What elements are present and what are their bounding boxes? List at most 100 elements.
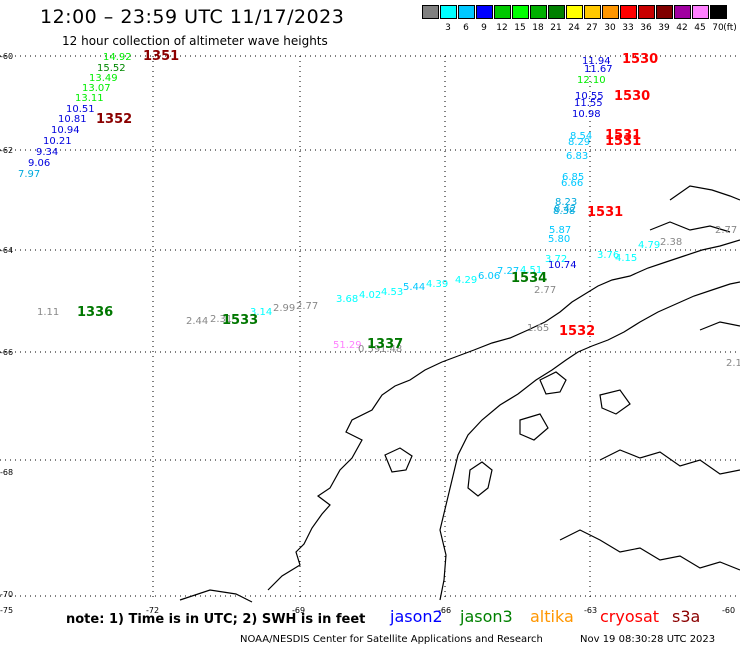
wave-height-reading: 0.59: [358, 344, 380, 355]
wave-height-reading: 10.21: [43, 136, 72, 147]
mission-label: jason3: [460, 607, 513, 626]
scale-label: 12: [496, 23, 508, 33]
wave-height-reading: 2.77: [715, 225, 737, 236]
wave-height-reading: 5.87: [549, 225, 571, 236]
wave-height-reading: 51.29: [333, 340, 362, 351]
peninsula-east-coast: [439, 281, 740, 601]
scale-swatch: [674, 5, 691, 19]
latitude-label: -66: [0, 348, 13, 357]
wave-height-reading: 10.55: [575, 91, 604, 102]
wave-height-reading: 10.51: [66, 104, 95, 115]
wave-height-reading: 6.83: [566, 151, 588, 162]
scale-label: 30: [604, 23, 616, 33]
scale-swatch: [656, 5, 673, 19]
scale-label: 36: [640, 23, 652, 33]
wave-height-reading: 1.48: [380, 344, 402, 355]
coast-south-shelf: [179, 589, 253, 603]
wave-height-reading: 11.67: [584, 64, 613, 75]
wave-height-reading: 2.38: [660, 237, 682, 248]
wave-height-reading: 11.94: [582, 56, 611, 67]
scale-label: 39: [658, 23, 670, 33]
scale-swatch: [476, 5, 493, 19]
scale-swatch: [710, 5, 727, 19]
pass-time-label: 1531: [605, 134, 641, 149]
wave-height-reading: 2.44: [186, 316, 208, 327]
scale-label: 24: [568, 23, 580, 33]
wave-height-reading: 9.06: [28, 158, 50, 169]
scale-swatch: [440, 5, 457, 19]
pass-time-label: 1530: [614, 89, 650, 104]
wave-height-reading: 7.97: [18, 169, 40, 180]
wave-height-reading: 8.38: [553, 206, 575, 217]
wave-height-reading: 3.76: [597, 250, 619, 261]
pass-time-label: 1531: [587, 205, 623, 220]
pass-time-label: 1336: [77, 305, 113, 320]
pass-time-label: 1337: [367, 337, 403, 352]
wave-height-reading: 4.53: [381, 287, 403, 298]
scale-swatch: [458, 5, 475, 19]
scale-label: 27: [586, 23, 598, 33]
pass-time-label: 1530: [622, 52, 658, 67]
scale-label: 70: [712, 23, 724, 33]
scale-label: 18: [532, 23, 544, 33]
mission-label: cryosat: [600, 607, 660, 626]
wave-height-reading: 4.02: [359, 290, 381, 301]
pass-time-label: 1532: [559, 324, 595, 339]
wave-height-reading: 8.29: [568, 137, 590, 148]
coast-island-5: [519, 413, 549, 441]
coast-inner-island-2: [384, 447, 413, 473]
coast-south-east: [559, 529, 740, 571]
pass-time-label: 1352: [96, 112, 132, 127]
wave-height-reading: 4.29: [455, 275, 477, 286]
wave-height-reading: 2.77: [296, 301, 318, 312]
wave-height-reading: 2.77: [534, 285, 556, 296]
credit-text: NOAA/NESDIS Center for Satellite Applica…: [240, 634, 543, 645]
wave-height-reading: 13.07: [82, 83, 111, 94]
pass-time-label: 1533: [222, 313, 258, 328]
scale-label: 6: [463, 23, 469, 33]
wave-height-reading: 5.44: [403, 282, 425, 293]
wave-height-reading: 3.14: [250, 307, 272, 318]
scale-label: 45: [694, 23, 706, 33]
footer-note: note: 1) Time is in UTC; 2) SWH is in fe…: [66, 612, 366, 627]
wave-height-reading: 2.31: [210, 314, 232, 325]
map-labels: -60 -62 -64 -66 -68 -70 -75 -72 -69 -66 -63 -60 14.9…: [0, 0, 740, 615]
wave-height-reading: 14.92: [103, 52, 132, 63]
wave-height-reading: 10.81: [58, 114, 87, 125]
wave-height-reading: 5.80: [548, 234, 570, 245]
latitude-label: -60: [0, 52, 13, 61]
coast-island-4: [599, 389, 631, 415]
scale-label: 33: [622, 23, 634, 33]
wave-height-reading: 2.99: [273, 303, 295, 314]
pass-time-label: 1531: [605, 128, 641, 143]
wave-height-reading: 4.39: [426, 279, 448, 290]
scale-swatch: [638, 5, 655, 19]
longitude-label: -60: [722, 606, 735, 615]
longitude-label: -69: [292, 606, 305, 615]
scale-swatch: [692, 5, 709, 19]
page-subtitle: 12 hour collection of altimeter wave hei…: [62, 34, 328, 48]
wave-height-reading: 6.66: [561, 178, 583, 189]
longitude-label: -66: [438, 606, 451, 615]
wave-height-reading: 0.5: [0, 0, 16, 3]
wave-height-reading: 3.72: [545, 254, 567, 265]
scale-label: 21: [550, 23, 562, 33]
scale-swatch: [566, 5, 583, 19]
coast-island-3: [539, 371, 567, 395]
wave-height-reading: 6.85: [562, 172, 584, 183]
wave-height-reading: 12.10: [577, 75, 606, 86]
coast-east-fringe: [669, 185, 740, 201]
scale-swatch: [422, 5, 439, 19]
generated-time: Nov 19 08:30:28 UTC 2023: [580, 634, 716, 645]
wave-height-reading: 13.11: [75, 93, 104, 104]
scale-unit: (ft): [723, 23, 737, 33]
scale-swatch: [602, 5, 619, 19]
latitude-label: -62: [0, 146, 13, 155]
wave-height-reading: 15.52: [97, 63, 126, 74]
wave-height-reading: 1.65: [527, 323, 549, 334]
wave-height-reading: 1.11: [37, 307, 59, 318]
wave-height-reading: 2.1: [726, 358, 740, 369]
scale-swatch: [512, 5, 529, 19]
scale-label: 15: [514, 23, 526, 33]
